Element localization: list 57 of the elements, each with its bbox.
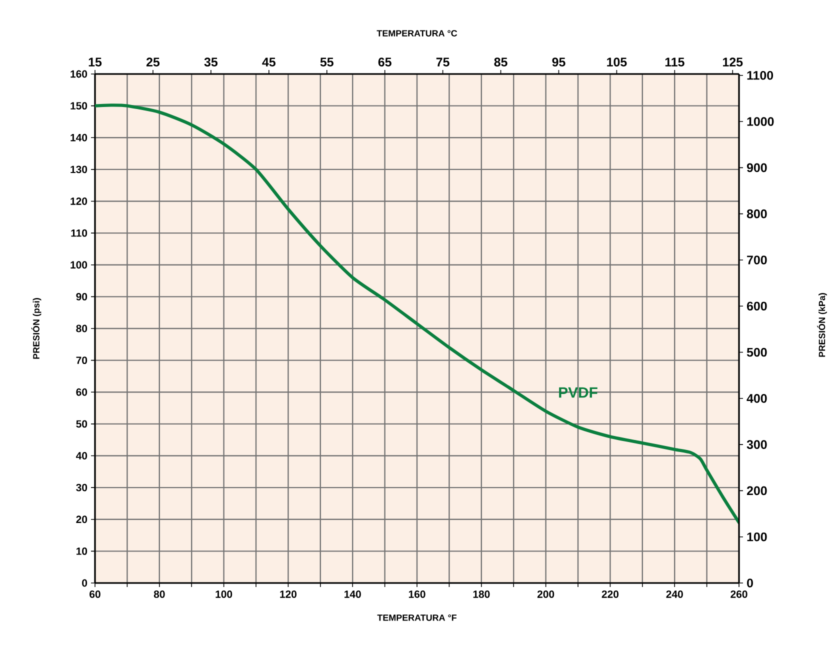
x-tick-label: 200	[537, 590, 554, 598]
y2-tick-label: 700	[747, 256, 767, 264]
y2-tick-label: 200	[746, 486, 767, 496]
y-tick-label: 130	[70, 166, 88, 174]
x-tick-label: 140	[344, 590, 361, 598]
y2-tick-label: 100	[747, 532, 767, 542]
x-tick-label: 80	[154, 590, 165, 598]
x2-tick-label: 95	[552, 58, 566, 66]
y2-tick-label: 1100	[747, 70, 774, 80]
x2-tick-label: 15	[88, 58, 102, 66]
y-tick-label: 100	[70, 261, 88, 269]
x-tick-label: 180	[473, 590, 490, 598]
y-tick-label: 60	[76, 388, 88, 396]
y2-tick-label: 400	[746, 394, 767, 403]
y-tick-label: 160	[70, 70, 88, 78]
y-tick-label: 110	[71, 229, 88, 237]
y2-tick-label: 300	[746, 440, 767, 449]
x2-tick-label: 55	[320, 58, 334, 66]
x2-tick-label: 25	[146, 58, 160, 66]
y2-tick-label: 800	[746, 209, 767, 218]
y-tick-label: 40	[76, 452, 88, 460]
y2-axis-title: PRESIÓN (kPa)	[817, 293, 827, 357]
y-tick-label: 150	[70, 102, 88, 110]
y2-tick-label: 1000	[747, 117, 774, 126]
x2-tick-label: 85	[494, 58, 508, 66]
y2-tick-label: 500	[746, 348, 767, 357]
y-tick-label: 10	[76, 547, 88, 555]
x-tick-label: 260	[730, 590, 748, 598]
y-tick-label: 20	[76, 516, 88, 524]
y-tick-label: 50	[76, 420, 88, 428]
x-axis-title: TEMPERATURA °F	[377, 614, 456, 621]
y-axis-title: PRESIÓN (psi)	[31, 298, 42, 359]
x-tick-label: 240	[666, 590, 683, 598]
x2-tick-label: 115	[665, 58, 684, 66]
y-tick-label: 80	[76, 324, 88, 332]
x2-tick-label: 105	[607, 58, 627, 66]
x2-tick-label: 75	[436, 58, 450, 66]
y-tick-label: 70	[76, 356, 88, 364]
x-tick-label: 100	[216, 590, 232, 598]
y2-tick-label: 0	[747, 578, 753, 588]
x-tick-label: 120	[280, 590, 296, 598]
x-tick-label: 160	[408, 590, 426, 598]
x2-axis-title: TEMPERATURA °C	[376, 30, 458, 36]
y-tick-label: 140	[70, 134, 88, 142]
y-tick-label: 30	[76, 484, 88, 492]
x-tick-label: 60	[90, 590, 100, 598]
x2-tick-label: 45	[262, 58, 276, 66]
line-series	[95, 104, 740, 524]
y-tick-label: 0	[82, 579, 88, 587]
x-tick-label: 220	[602, 590, 618, 598]
x2-tick-label: 125	[723, 58, 743, 66]
y-tick-label: 120	[70, 198, 88, 205]
x2-tick-label: 65	[378, 58, 392, 66]
y-tick-label: 90	[76, 292, 88, 300]
y2-tick-label: 900	[746, 163, 767, 172]
y2-tick-label: 600	[746, 302, 767, 311]
x2-tick-label: 35	[204, 58, 218, 66]
